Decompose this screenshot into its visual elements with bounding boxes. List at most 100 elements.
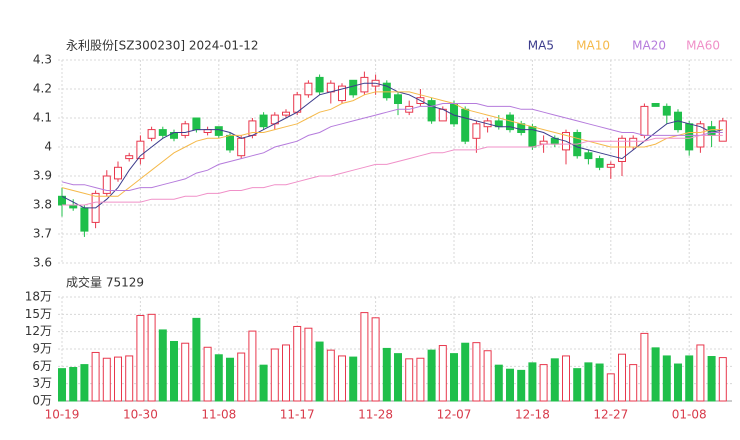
candle-body <box>427 100 436 122</box>
volume-bar <box>651 347 660 402</box>
volume-bar <box>707 356 716 402</box>
volume-bar <box>550 358 559 402</box>
candle-body <box>304 82 313 96</box>
volume-bar <box>483 350 492 402</box>
volume-bar <box>629 364 638 402</box>
x-tick-label: 12-27 <box>593 408 628 422</box>
legend-entry: MA10 <box>576 39 610 53</box>
candle-body <box>651 103 660 107</box>
y-tick-label: 6万 <box>32 359 52 373</box>
candle-body <box>338 85 346 102</box>
candle-body <box>618 137 626 163</box>
candle-body <box>80 207 89 232</box>
candle-body <box>595 158 604 168</box>
x-tick-label: 10-30 <box>123 408 158 422</box>
volume-bar <box>450 353 458 402</box>
ma-line <box>62 134 723 206</box>
volume-bar <box>382 347 391 402</box>
volume-bar <box>562 355 570 402</box>
candle-body <box>293 94 302 113</box>
volume-bar <box>685 355 694 402</box>
chart-title: 永利股份[SZ300230] 2024-01-12 <box>66 39 259 53</box>
y-tick-label: 4.1 <box>33 111 52 125</box>
candle-body <box>718 120 727 142</box>
candle-body <box>192 117 201 131</box>
volume-bar <box>136 314 145 402</box>
volume-bar <box>696 344 705 402</box>
volume-bar <box>584 362 593 402</box>
y-tick-label: 12万 <box>25 324 52 338</box>
volume-bar <box>326 349 335 402</box>
y-tick-label: 3.7 <box>33 227 52 241</box>
candle-body <box>506 114 514 131</box>
ma-line <box>61 91 723 197</box>
candle-body <box>181 123 190 136</box>
volume-bar <box>58 368 66 402</box>
y-tick-label: 3万 <box>32 376 52 390</box>
volume-bar <box>158 329 167 402</box>
y-tick-label: 9万 <box>32 342 52 356</box>
volume-bar <box>304 327 313 402</box>
candle-body <box>629 137 638 148</box>
volume-bar <box>662 355 671 402</box>
volume-bar <box>248 330 257 402</box>
volume-bar <box>539 364 548 402</box>
volume-bar <box>226 357 234 402</box>
candle-body <box>685 123 694 151</box>
volume-bar <box>640 332 649 402</box>
volume-bar <box>192 317 201 402</box>
candle-body <box>461 108 470 142</box>
y-tick-label: 15万 <box>25 307 52 321</box>
volume-bar <box>517 369 526 402</box>
volume-bar <box>259 364 268 402</box>
volume-bar <box>427 349 436 402</box>
y-tick-label: 4.3 <box>33 53 52 67</box>
candle-body <box>259 114 268 128</box>
y-tick-label: 0万 <box>32 394 52 408</box>
volume-bar <box>472 342 481 402</box>
x-tick-label: 12-18 <box>515 408 550 422</box>
candle-body <box>360 76 369 93</box>
candle-body <box>382 82 391 99</box>
volume-bar <box>438 345 447 402</box>
volume-bar <box>618 353 626 402</box>
x-tick-label: 10-19 <box>45 408 80 422</box>
volume-bar <box>270 348 279 402</box>
volume-bar <box>494 364 503 402</box>
volume-bar <box>573 368 582 402</box>
volume-bar <box>371 317 380 402</box>
candle-body <box>147 129 156 139</box>
legend-entry: MA20 <box>632 39 666 53</box>
volume-bar <box>214 354 223 402</box>
candle-body <box>472 123 481 139</box>
volume-bar <box>147 313 156 402</box>
x-tick-label: 11-08 <box>201 408 236 422</box>
volume-bar <box>349 356 358 402</box>
volume-bar <box>338 355 346 402</box>
volume-bar <box>170 340 178 402</box>
legend-entry: MA60 <box>686 39 720 53</box>
volume-bar <box>606 373 615 402</box>
y-tick-label: 18万 <box>25 290 52 304</box>
volume-title: 成交量 75129 <box>66 275 144 290</box>
candle-body <box>349 79 358 96</box>
volume-bar <box>360 312 369 402</box>
x-tick-label: 11-28 <box>358 408 393 422</box>
y-tick-label: 4 <box>44 140 52 154</box>
volume-bar <box>181 342 190 402</box>
candle-body <box>125 155 134 160</box>
ma-line <box>61 82 723 209</box>
volume-bar <box>315 341 324 402</box>
y-tick-label: 3.9 <box>33 169 52 183</box>
volume-bar <box>718 357 727 402</box>
volume-bar <box>282 344 290 402</box>
volume-bar <box>461 342 470 402</box>
volume-bar <box>102 357 111 402</box>
volume-bar <box>595 363 604 402</box>
volume-bar <box>69 366 78 402</box>
volume-bar <box>528 362 537 402</box>
candle-body <box>158 129 167 136</box>
candle-body <box>394 94 402 105</box>
candle-body <box>326 82 335 93</box>
